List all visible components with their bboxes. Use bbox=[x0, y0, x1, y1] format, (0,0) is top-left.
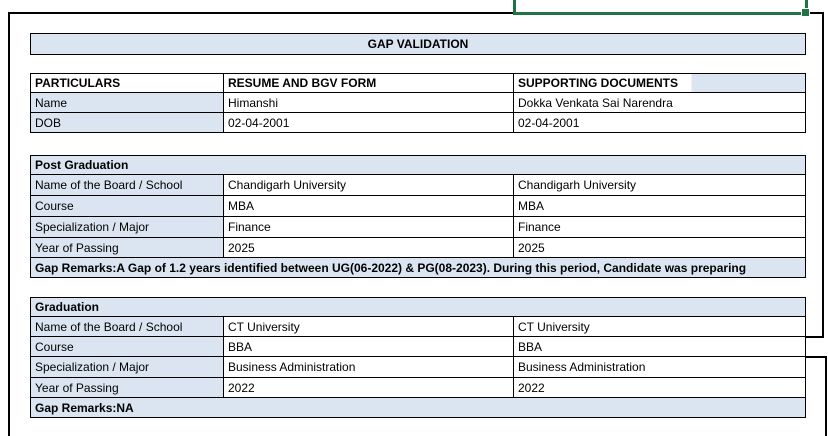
gap-remarks-row: Gap Remarks:A Gap of 1.2 years identifie… bbox=[30, 258, 806, 278]
table-row-course: Course BBA BBA bbox=[30, 337, 806, 357]
document-title[interactable]: GAP VALIDATION bbox=[30, 33, 806, 55]
post-graduation-table: Post Graduation Name of the Board / Scho… bbox=[30, 155, 806, 278]
supporting-value[interactable]: 2025 bbox=[513, 238, 805, 257]
selection-box-left[interactable] bbox=[513, 0, 516, 15]
supporting-value[interactable]: CT University bbox=[513, 317, 805, 336]
page-border-right-upper bbox=[822, 12, 824, 338]
supporting-value[interactable]: Dokka Venkata Sai Narendra bbox=[513, 93, 805, 112]
resume-value[interactable]: Finance bbox=[223, 217, 513, 237]
fill-handle-icon[interactable] bbox=[801, 8, 810, 17]
supporting-value[interactable]: 02-04-2001 bbox=[513, 113, 805, 132]
supporting-value[interactable]: Chandigarh University bbox=[513, 175, 805, 195]
table-row-board: Name of the Board / School CT University… bbox=[30, 317, 806, 337]
resume-value[interactable]: MBA bbox=[223, 196, 513, 216]
resume-value[interactable]: 2022 bbox=[223, 378, 513, 397]
table-row-year: Year of Passing 2022 2022 bbox=[30, 378, 806, 398]
resume-value[interactable]: 2025 bbox=[223, 238, 513, 257]
resume-value[interactable]: Chandigarh University bbox=[223, 175, 513, 195]
page-border-left bbox=[8, 12, 10, 436]
row-label[interactable]: Course bbox=[31, 196, 223, 216]
resume-value[interactable]: CT University bbox=[223, 317, 513, 336]
table-row-year: Year of Passing 2025 2025 bbox=[30, 238, 806, 258]
header-supporting-documents[interactable]: SUPPORTING DOCUMENTS bbox=[513, 74, 805, 92]
section-title[interactable]: Graduation bbox=[31, 298, 805, 316]
row-label[interactable]: Year of Passing bbox=[31, 378, 223, 397]
table-row-specialization: Specialization / Major Finance Finance bbox=[30, 217, 806, 238]
selection-box-right[interactable] bbox=[805, 0, 808, 9]
resume-value[interactable]: BBA bbox=[223, 337, 513, 356]
header-resume-bgv-form[interactable]: RESUME AND BGV FORM bbox=[223, 74, 513, 92]
particulars-table: PARTICULARS RESUME AND BGV FORM SUPPORTI… bbox=[30, 73, 806, 133]
gap-remarks-text[interactable]: Gap Remarks:NA bbox=[31, 398, 805, 417]
supporting-value[interactable]: Business Administration bbox=[513, 357, 805, 377]
resume-value[interactable]: Business Administration bbox=[223, 357, 513, 377]
selection-box-bottom[interactable] bbox=[513, 12, 808, 15]
header-particulars[interactable]: PARTICULARS bbox=[35, 76, 121, 90]
section-header-row: Post Graduation bbox=[30, 155, 806, 175]
row-label[interactable]: Specialization / Major bbox=[31, 217, 223, 237]
table-header-row: PARTICULARS RESUME AND BGV FORM SUPPORTI… bbox=[30, 73, 806, 93]
resume-value[interactable]: 02-04-2001 bbox=[223, 113, 513, 132]
row-label[interactable]: Course bbox=[31, 337, 223, 356]
row-label[interactable]: DOB bbox=[31, 113, 223, 132]
supporting-value[interactable]: 2022 bbox=[513, 378, 805, 397]
row-label[interactable]: Specialization / Major bbox=[31, 357, 223, 377]
row-label[interactable]: Name of the Board / School bbox=[31, 175, 223, 195]
row-label[interactable]: Year of Passing bbox=[31, 238, 223, 257]
row-label[interactable]: Name of the Board / School bbox=[31, 317, 223, 336]
supporting-value[interactable]: MBA bbox=[513, 196, 805, 216]
section-header-row: Graduation bbox=[30, 297, 806, 317]
row-label[interactable]: Name bbox=[31, 93, 223, 112]
section-title[interactable]: Post Graduation bbox=[31, 156, 805, 174]
table-row-dob: DOB 02-04-2001 02-04-2001 bbox=[30, 113, 806, 133]
page-border-right-lower bbox=[825, 356, 827, 436]
gap-remarks-row: Gap Remarks:NA bbox=[30, 398, 806, 418]
table-row-board: Name of the Board / School Chandigarh Un… bbox=[30, 175, 806, 196]
table-row-name: Name Himanshi Dokka Venkata Sai Narendra bbox=[30, 93, 806, 113]
page-border-jog-upper bbox=[800, 336, 824, 338]
supporting-value[interactable]: Finance bbox=[513, 217, 805, 237]
supporting-value[interactable]: BBA bbox=[513, 337, 805, 356]
page-border-top bbox=[8, 12, 824, 14]
table-row-specialization: Specialization / Major Business Administ… bbox=[30, 357, 806, 378]
page-border-jog-lower bbox=[800, 356, 827, 358]
resume-value[interactable]: Himanshi bbox=[223, 93, 513, 112]
gap-remarks-text[interactable]: Gap Remarks:A Gap of 1.2 years identifie… bbox=[31, 258, 805, 277]
table-row-course: Course MBA MBA bbox=[30, 196, 806, 217]
graduation-table: Graduation Name of the Board / School CT… bbox=[30, 297, 806, 418]
